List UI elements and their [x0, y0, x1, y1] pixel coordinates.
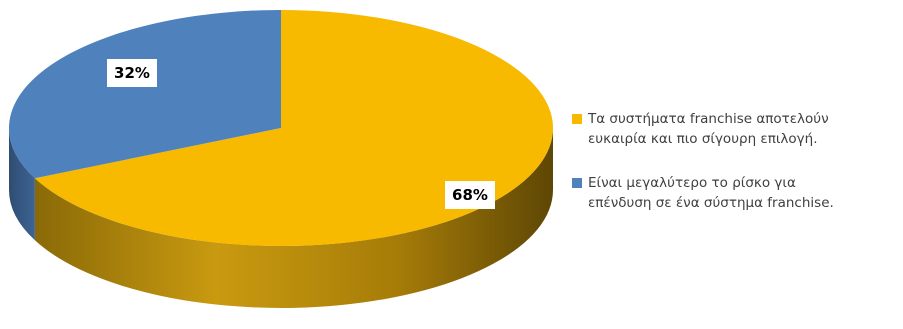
data-label-opportunity-box — [445, 181, 495, 209]
legend-label-risk: Είναι μεγαλύτερο το ρίσκο για επένδυση σ… — [588, 175, 834, 211]
legend-entry-opportunity: Τα συστήματα franchise αποτελούν ευκαιρί… — [572, 109, 897, 149]
data-label-opportunity: 68% — [445, 181, 495, 209]
pie-slice-risk — [9, 10, 282, 179]
legend-label-opportunity: Τα συστήματα franchise αποτελούν ευκαιρί… — [588, 111, 829, 147]
pie-slice-opportunity — [34, 9, 554, 246]
data-label-risk-text: 32% — [114, 64, 150, 82]
pie-side-opportunity — [34, 128, 553, 308]
data-label-risk: 32% — [107, 59, 157, 87]
pie-side-risk — [9, 128, 35, 241]
legend-swatch-gold — [572, 114, 582, 124]
legend-entry-risk: Είναι μεγαλύτερο το ρίσκο για επένδυση σ… — [572, 173, 897, 213]
data-label-opportunity-text: 68% — [452, 186, 488, 204]
chart-legend: Τα συστήματα franchise αποτελούν ευκαιρί… — [572, 109, 897, 237]
legend-swatch-blue — [572, 178, 582, 188]
data-label-risk-box — [107, 59, 157, 87]
pie-chart-plot: 68% 32% — [9, 9, 554, 308]
